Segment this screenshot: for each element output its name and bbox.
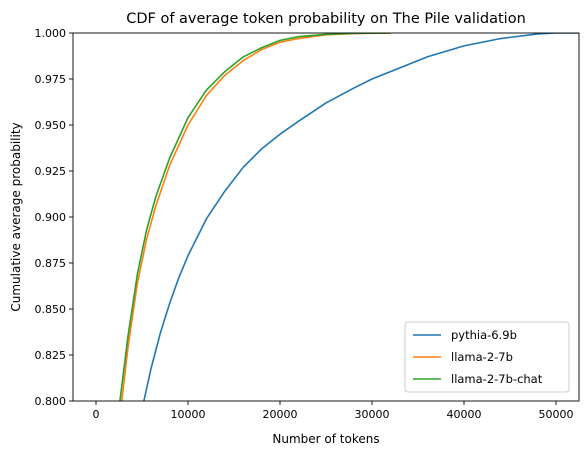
- plot-area: 0 10000 20000 30000 40000 50000 0.800 0.825 0.85…: [35, 27, 580, 421]
- series-lines: [119, 33, 579, 401]
- legend: pythia-6.9b llama-2-7b llama-2-7b-chat: [404, 321, 570, 393]
- series-line-1: [143, 33, 579, 401]
- y-tick-label: 0.925: [35, 165, 67, 178]
- legend-box: [404, 321, 570, 393]
- y-axis-label: Cumulative average probability: [9, 122, 23, 311]
- x-tick-label: 0: [93, 408, 100, 421]
- y-tick-label: 0.800: [35, 395, 67, 408]
- x-axis-label: Number of tokens: [272, 432, 379, 446]
- legend-label: llama-2-7b-chat: [451, 372, 543, 386]
- legend-label: llama-2-7b: [451, 350, 513, 364]
- x-tick-label: 30000: [355, 408, 390, 421]
- series-line-2: [120, 33, 392, 401]
- x-tick-label: 50000: [539, 408, 574, 421]
- legend-label: pythia-6.9b: [451, 328, 517, 342]
- y-tick-label: 0.825: [35, 349, 67, 362]
- x-tick-label: 10000: [171, 408, 206, 421]
- chart-title: CDF of average token probability on The …: [126, 11, 526, 27]
- x-tick-label: 20000: [263, 408, 298, 421]
- series-line-3: [119, 33, 392, 401]
- y-tick-label: 0.975: [35, 73, 67, 86]
- x-tick-label: 40000: [447, 408, 482, 421]
- y-tick-label: 0.900: [35, 211, 67, 224]
- y-tick-label: 0.875: [35, 257, 67, 270]
- y-tick-label: 0.950: [35, 119, 67, 132]
- y-tick-label: 1.000: [35, 27, 67, 40]
- y-tick-label: 0.850: [35, 303, 67, 316]
